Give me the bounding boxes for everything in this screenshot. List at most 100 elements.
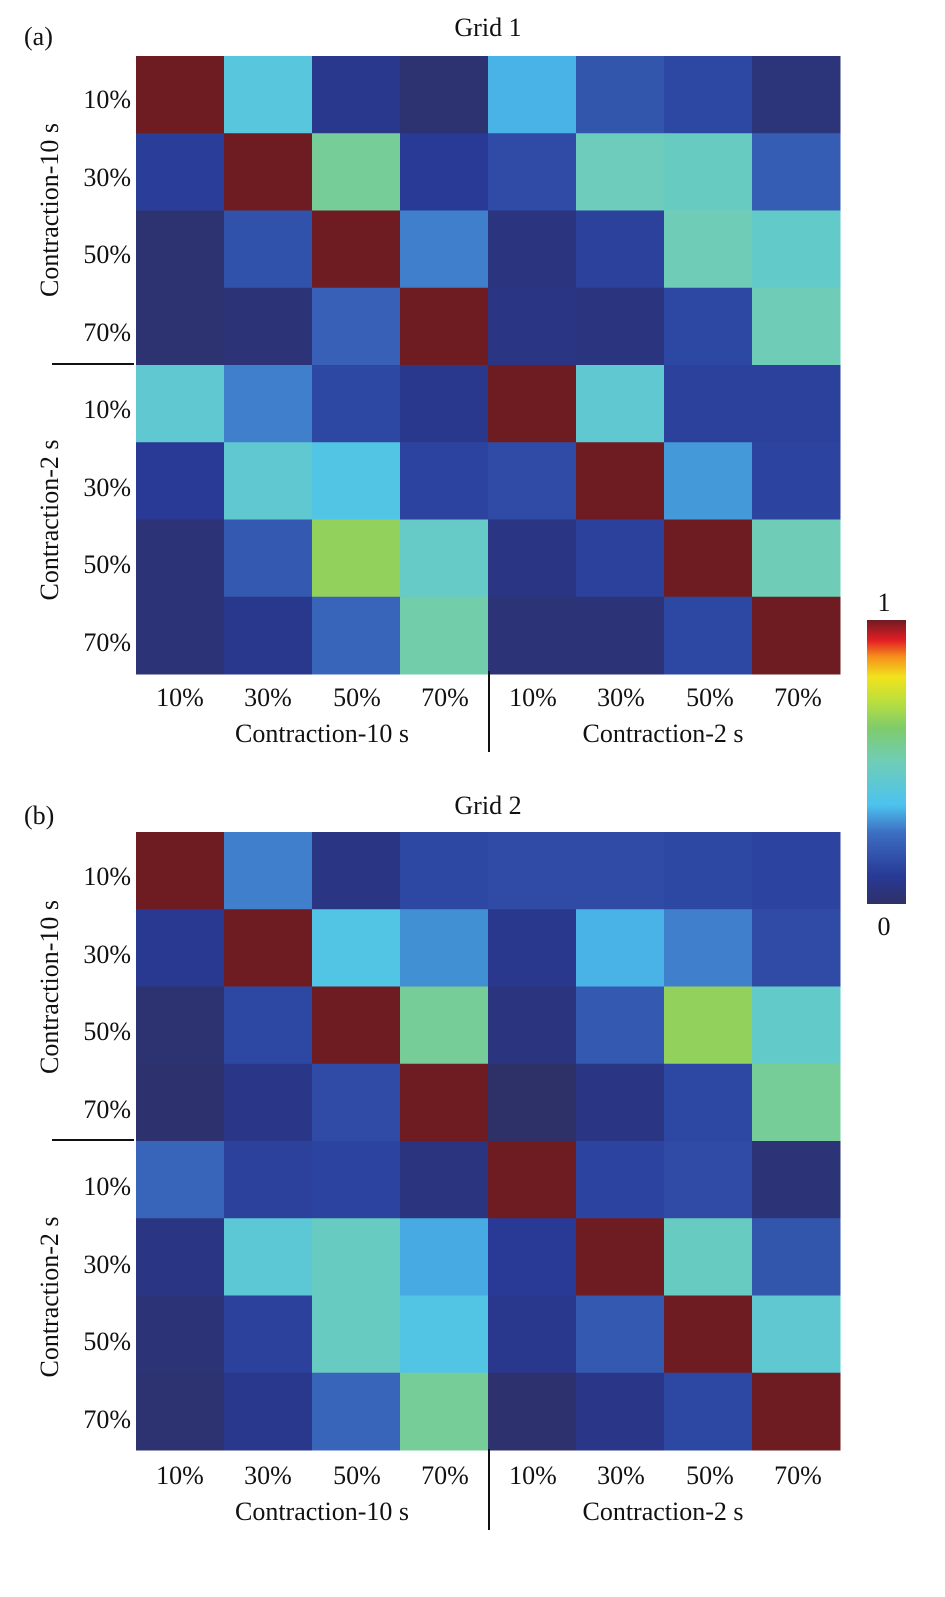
panel-a: (a) Grid 1 10% 30% 50% 70% 10% 30% 50% 7…	[24, 13, 841, 752]
panel-b: (b) Grid 2 10% 30% 50% 70% 10% 30% 50% 7…	[24, 791, 841, 1530]
heatmap-cell	[400, 1295, 489, 1374]
heatmap-cell	[136, 133, 225, 211]
heatmap-cell	[664, 909, 753, 987]
heatmap-cell	[400, 832, 489, 910]
heatmap-cell	[224, 210, 313, 289]
heatmap-cell	[664, 596, 753, 675]
heatmap-cell	[136, 832, 225, 910]
heatmap-cell	[400, 210, 489, 289]
heatmap-cell	[488, 56, 577, 134]
heatmap-cell	[224, 909, 313, 987]
heatmap-cell	[312, 1141, 401, 1219]
heatmap-cell	[224, 1372, 313, 1451]
heatmap-cell	[136, 1063, 225, 1142]
panel-a-x-group-label: Contraction-2 s	[582, 719, 743, 748]
heatmap-cell	[752, 287, 841, 366]
heatmap-cell	[576, 519, 665, 598]
heatmap-cell	[136, 442, 225, 520]
heatmap-cell	[664, 365, 753, 443]
heatmap-cell	[664, 519, 753, 598]
heatmap-cell	[752, 1295, 841, 1374]
heatmap-cell	[752, 210, 841, 289]
panel-a-y-group-label: Contraction-2 s	[35, 439, 64, 600]
panel-b-y-tick: 50%	[83, 1017, 131, 1046]
heatmap-cell	[312, 1218, 401, 1296]
heatmap-cell	[576, 1295, 665, 1374]
panel-a-x-tick: 30%	[244, 683, 292, 712]
panel-a-x-tick: 70%	[774, 683, 822, 712]
heatmap-cell	[136, 1218, 225, 1296]
heatmap-cell	[576, 1063, 665, 1142]
heatmap-cell	[224, 133, 313, 211]
heatmap-cell	[664, 210, 753, 289]
panel-b-x-tick: 10%	[509, 1461, 557, 1490]
heatmap-cell	[752, 986, 841, 1065]
heatmap-cell	[752, 596, 841, 675]
heatmap-cell	[488, 519, 577, 598]
heatmap-cell	[136, 986, 225, 1065]
heatmap-cell	[224, 832, 313, 910]
heatmap-cell	[664, 1372, 753, 1451]
heatmap-cell	[752, 1372, 841, 1451]
heatmap-cell	[488, 365, 577, 443]
panel-a-y-tick: 70%	[83, 318, 131, 347]
heatmap-cell	[224, 1141, 313, 1219]
heatmap-cell	[312, 986, 401, 1065]
heatmap-cell	[664, 1063, 753, 1142]
panel-b-y-tick: 70%	[83, 1095, 131, 1124]
heatmap-cell	[752, 365, 841, 443]
heatmap-cell	[576, 986, 665, 1065]
heatmap-cell	[664, 832, 753, 910]
panel-a-y-tick: 30%	[83, 163, 131, 192]
heatmap-cell	[400, 133, 489, 211]
heatmap-cell	[312, 519, 401, 598]
heatmap-cell	[664, 133, 753, 211]
heatmap-cell	[576, 133, 665, 211]
heatmap-cell	[664, 1218, 753, 1296]
heatmap-cell	[576, 1372, 665, 1451]
heatmap-cell	[576, 909, 665, 987]
heatmap-cell	[312, 133, 401, 211]
heatmap-cell	[488, 1372, 577, 1451]
heatmap-cell	[136, 1372, 225, 1451]
panel-a-x-tick: 70%	[421, 683, 469, 712]
heatmap-cell	[664, 1141, 753, 1219]
heatmap-cell	[576, 596, 665, 675]
heatmap-cell	[400, 287, 489, 366]
heatmap-cell	[664, 442, 753, 520]
heatmap-cell	[488, 1063, 577, 1142]
heatmap-cell	[400, 1141, 489, 1219]
heatmap-cell	[136, 519, 225, 598]
heatmap-cell	[136, 287, 225, 366]
heatmap-cell	[224, 1218, 313, 1296]
heatmap-cell	[224, 596, 313, 675]
panel-b-heatmap-cells	[136, 832, 841, 1451]
panel-b-y-tick: 30%	[83, 1250, 131, 1279]
heatmap-cell	[312, 596, 401, 675]
heatmap-cell	[224, 1063, 313, 1142]
heatmap-cell	[312, 832, 401, 910]
heatmap-cell	[136, 909, 225, 987]
heatmap-cell	[400, 442, 489, 520]
panel-a-title: Grid 1	[454, 13, 521, 42]
heatmap-cell	[488, 133, 577, 211]
panel-b-x-tick: 50%	[333, 1461, 381, 1490]
panel-b-y-tick: 70%	[83, 1405, 131, 1434]
heatmap-cell	[752, 442, 841, 520]
heatmap-cell	[576, 832, 665, 910]
heatmap-cell	[664, 986, 753, 1065]
heatmap-cell	[576, 365, 665, 443]
heatmap-cell	[664, 287, 753, 366]
heatmap-cell	[224, 365, 313, 443]
panel-b-label: (b)	[24, 801, 54, 830]
heatmap-cell	[752, 56, 841, 134]
panel-b-x-tick: 30%	[597, 1461, 645, 1490]
heatmap-cell	[488, 596, 577, 675]
panel-b-x-group-label: Contraction-10 s	[235, 1497, 409, 1526]
panel-a-y-tick: 70%	[83, 628, 131, 657]
heatmap-cell	[136, 596, 225, 675]
heatmap-cell	[400, 909, 489, 987]
heatmap-cell	[224, 442, 313, 520]
heatmap-cell	[576, 210, 665, 289]
